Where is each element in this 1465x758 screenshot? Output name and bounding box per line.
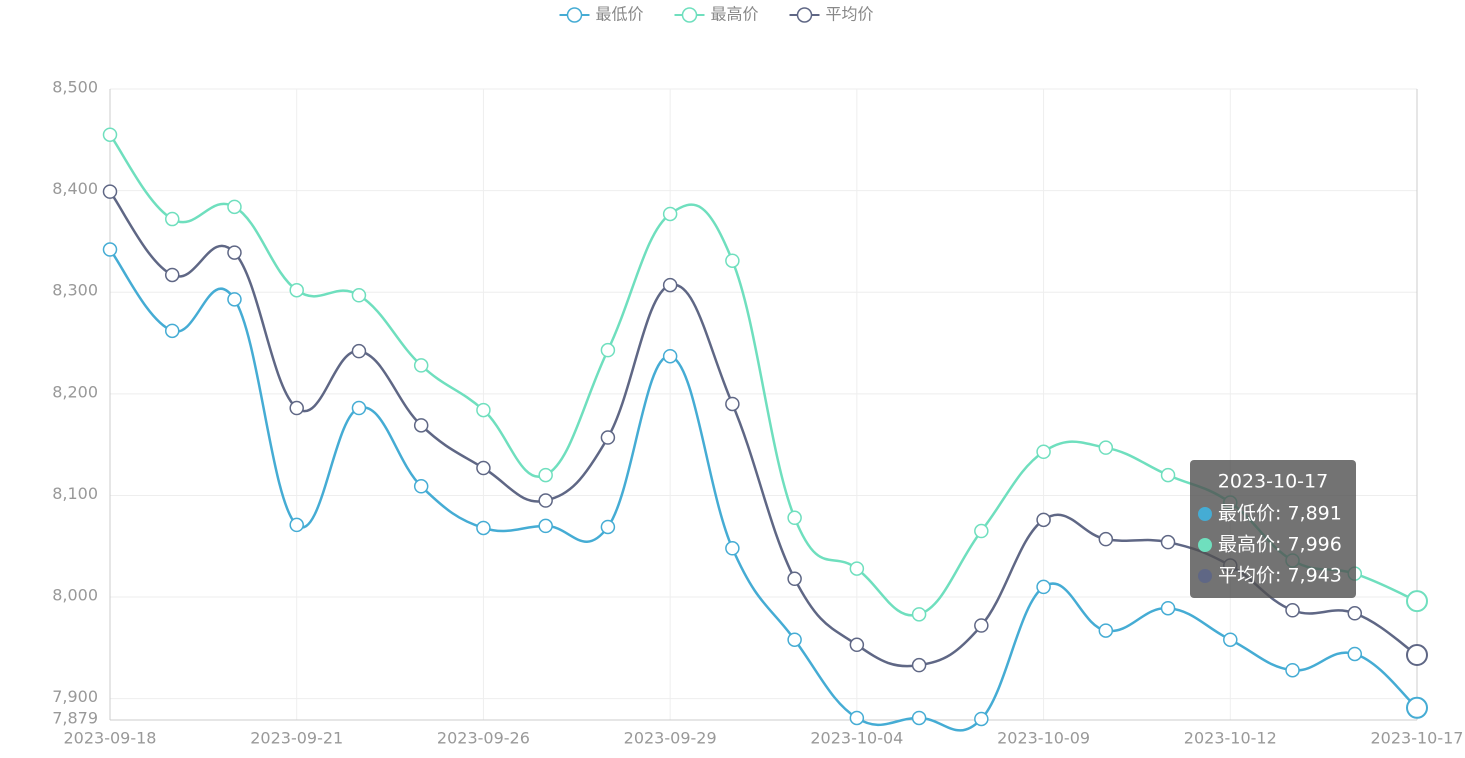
legend-label: 平均价: [826, 5, 874, 24]
tooltip-dot: [1198, 569, 1212, 583]
data-point: [725, 396, 740, 412]
tooltip-dot: [1198, 507, 1212, 521]
tooltip-box: [1190, 460, 1356, 598]
legend-icon: [681, 7, 698, 23]
data-point: [102, 184, 118, 199]
x-tick-label: 2023-09-26: [437, 729, 530, 748]
data-point: [849, 637, 865, 653]
data-point: [1098, 440, 1114, 455]
data-point: [351, 288, 367, 303]
data-point: [289, 400, 304, 416]
data-point: [413, 479, 429, 494]
data-point: [1160, 600, 1176, 616]
data-point: [289, 282, 304, 298]
y-tick-label: 8,300: [52, 281, 98, 300]
x-tick-label: 2023-09-21: [250, 729, 343, 748]
data-point: [600, 342, 616, 358]
data-point: [413, 418, 429, 433]
y-tick-label: 8,500: [52, 78, 98, 97]
data-point: [725, 253, 740, 268]
x-tick-label: 2023-10-12: [1184, 729, 1277, 748]
legend-label: 最高价: [711, 5, 759, 24]
x-tick-label: 2023-09-29: [624, 729, 717, 748]
legend-label: 最低价: [596, 5, 644, 24]
y-tick-label: 7,879: [52, 709, 98, 728]
tooltip-item: 最低价: 7,891: [1218, 503, 1342, 525]
y-tick-label: 8,400: [52, 179, 98, 198]
data-point: [1098, 531, 1114, 547]
data-point: [787, 571, 802, 587]
data-point: [787, 510, 802, 526]
tooltip-item: 平均价: 7,943: [1218, 565, 1342, 587]
data-point: [849, 710, 865, 726]
data-point: [227, 199, 242, 215]
tooltip-dot: [1198, 538, 1212, 552]
y-tick-label: 7,900: [52, 687, 98, 706]
data-point: [1160, 467, 1176, 483]
data-point: [476, 460, 491, 476]
data-point: [725, 541, 740, 556]
data-point: [600, 519, 616, 535]
data-point: [974, 523, 989, 539]
data-point: [476, 520, 491, 536]
data-point: [662, 348, 678, 364]
x-tick-label: 2023-09-18: [64, 729, 157, 748]
data-point: [538, 493, 553, 508]
data-point: [164, 323, 180, 339]
data-point: [1036, 444, 1051, 459]
data-point: [1160, 534, 1176, 550]
data-point: [1347, 606, 1363, 621]
data-point: [911, 710, 927, 726]
data-point: [538, 467, 553, 483]
data-point: [413, 358, 429, 373]
data-point: [1406, 590, 1428, 613]
data-point: [1406, 696, 1428, 719]
y-tick-label: 8,200: [52, 382, 98, 401]
data-point: [164, 211, 180, 227]
data-point: [1406, 643, 1428, 666]
data-point: [227, 292, 242, 307]
data-point: [600, 430, 616, 445]
data-point: [1285, 603, 1300, 618]
x-tick-label: 2023-10-04: [810, 729, 903, 748]
legend-icon: [566, 7, 583, 23]
x-tick-label: 2023-10-17: [1371, 729, 1464, 748]
data-point: [974, 711, 989, 727]
data-point: [289, 517, 304, 533]
data-point: [1036, 579, 1051, 595]
data-point: [662, 277, 678, 293]
y-tick-label: 8,100: [52, 484, 98, 503]
data-point: [1036, 512, 1051, 528]
data-point: [1098, 623, 1114, 638]
data-point: [1285, 662, 1300, 678]
data-point: [974, 618, 989, 633]
data-point: [102, 127, 118, 142]
tooltip: 2023-10-17 最低价: 7,891 最高价: 7,996 平均价: 7,943: [1190, 460, 1356, 598]
data-point: [538, 518, 553, 534]
tooltip-item: 最高价: 7,996: [1218, 534, 1342, 556]
data-point: [911, 657, 927, 673]
data-point: [911, 607, 927, 622]
data-point: [102, 242, 118, 257]
x-tick-label: 2023-10-09: [997, 729, 1090, 748]
data-point: [662, 206, 678, 222]
data-point: [227, 245, 242, 260]
data-point: [787, 632, 802, 647]
data-point: [476, 402, 491, 418]
legend-icon: [796, 7, 813, 23]
tooltip-title: 2023-10-17: [1218, 471, 1328, 493]
y-tick-label: 8,000: [52, 586, 98, 605]
data-point: [351, 343, 367, 359]
data-point: [351, 400, 367, 416]
data-point: [1223, 632, 1238, 647]
data-point: [1347, 646, 1363, 662]
data-point: [849, 561, 865, 576]
data-point: [164, 267, 180, 283]
